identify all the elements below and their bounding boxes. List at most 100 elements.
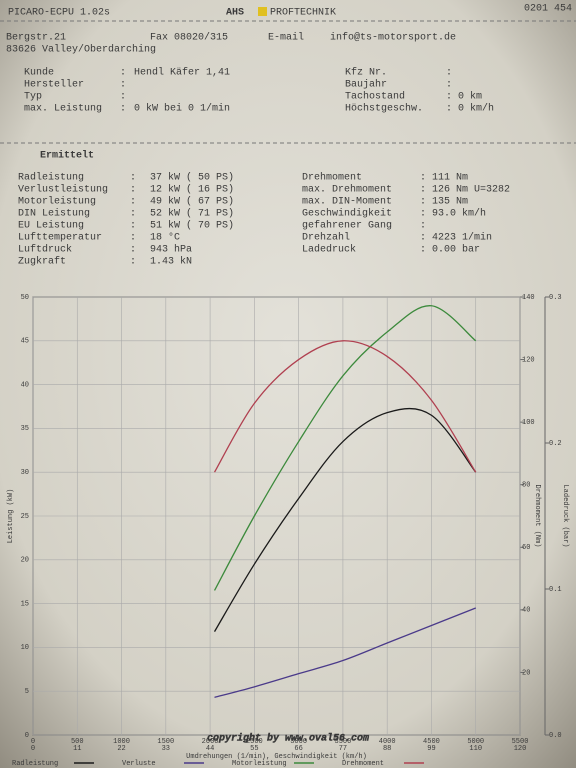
email-label: E-mail: [268, 32, 304, 44]
y2-tick-label: 40: [522, 607, 530, 615]
separator: :: [420, 209, 426, 220]
y-tick-label: 40: [21, 381, 29, 389]
field-value: 1.43 kN: [150, 256, 192, 268]
y2-tick-label: 20: [522, 669, 530, 677]
field-label: EU Leistung: [18, 220, 84, 232]
x-tick-label: 3500: [335, 738, 352, 746]
field-label: Kunde: [24, 67, 54, 79]
separator: :: [130, 197, 136, 208]
field-label: Radleistung: [18, 172, 84, 184]
x-tick-label: 0: [31, 738, 35, 746]
x-tick-label: 4500: [423, 738, 440, 746]
x-tick-label: 4000: [379, 738, 396, 746]
y3-tick-label: 0.0: [549, 732, 562, 740]
y3-tick-label: 0.1: [549, 586, 562, 594]
field-value: 93.0 km/h: [432, 208, 486, 220]
y2-tick-label: 60: [522, 544, 530, 552]
speed-tick-label: 77: [339, 745, 347, 753]
x-tick-label: 1000: [113, 738, 130, 746]
logo-square: [258, 7, 267, 16]
field-value: 12 kW ( 16 PS): [150, 184, 234, 196]
field-label: Hersteller: [24, 79, 84, 91]
brand: AHS: [226, 8, 244, 19]
y2-tick-label: 80: [522, 482, 530, 490]
separator: :: [420, 221, 426, 232]
separator: :: [420, 233, 426, 244]
field-label: max. Drehmoment: [302, 184, 392, 196]
field-label: Tachostand: [345, 91, 405, 103]
separator: :: [446, 68, 452, 79]
brand: PROFTECHNIK: [270, 8, 336, 19]
y2-axis-title: Drehmoment (Nm): [533, 484, 541, 547]
separator: :: [130, 173, 136, 184]
legend-label: Radleistung: [12, 760, 58, 768]
section-title: Ermittelt: [40, 150, 94, 162]
separator: :: [130, 209, 136, 220]
y3-tick-label: 0.3: [549, 294, 562, 302]
field-label: Höchstgeschw.: [345, 103, 423, 115]
x-tick-label: 5500: [512, 738, 529, 746]
field-label: Motorleistung: [18, 196, 96, 208]
city: 83626 Valley/Oberdarching: [6, 44, 156, 56]
separator: :: [420, 185, 426, 196]
y-tick-label: 50: [21, 294, 29, 302]
speed-tick-label: 66: [294, 745, 302, 753]
y2-tick-label: 100: [522, 419, 535, 427]
y-tick-label: 10: [21, 644, 29, 652]
separator: :: [446, 104, 452, 115]
field-value: 52 kW ( 71 PS): [150, 208, 234, 220]
series-line: [214, 607, 476, 698]
y2-tick-label: 140: [522, 294, 535, 302]
separator: :: [130, 257, 136, 268]
separator: :: [120, 80, 126, 91]
x-tick-label: 3000: [290, 738, 307, 746]
street: Bergstr.21: [6, 33, 66, 44]
speed-tick-label: 33: [162, 745, 170, 753]
y-tick-label: 35: [21, 425, 29, 433]
x-tick-label: 1500: [157, 738, 174, 746]
field-value: 0 km/h: [458, 103, 494, 115]
field-label: Drehzahl: [302, 232, 350, 244]
field-label: Typ: [24, 92, 42, 103]
legend-label: Verluste: [122, 760, 156, 768]
field-value: 135 Nm: [432, 197, 468, 208]
separator: :: [130, 221, 136, 232]
software: PICARO-ECPU 1.02s: [8, 8, 110, 19]
field-value: 37 kW ( 50 PS): [150, 172, 234, 184]
speed-tick-label: 110: [469, 745, 482, 753]
separator: :: [130, 233, 136, 244]
x-tick-label: 2000: [202, 738, 219, 746]
speed-tick-label: 11: [73, 745, 81, 753]
field-label: Zugkraft: [18, 256, 66, 268]
field-value: 111 Nm: [432, 173, 468, 184]
separator: :: [420, 245, 426, 256]
field-label: Drehmoment: [302, 172, 362, 184]
speed-tick-label: 99: [427, 745, 435, 753]
legend-label: Drehmoment: [342, 760, 384, 768]
fax: Fax 08020/315: [150, 32, 228, 44]
y-tick-label: 5: [25, 688, 29, 696]
watermark: copyright by www.oval56.com: [207, 733, 369, 745]
separator: :: [120, 68, 126, 79]
speed-tick-label: 88: [383, 745, 391, 753]
field-label: Verlustleistung: [18, 184, 108, 196]
field-label: Ladedruck: [302, 244, 356, 256]
field-label: Luftdruck: [18, 244, 72, 256]
field-value: 49 kW ( 67 PS): [150, 196, 234, 208]
y3-axis-title: Ladedruck (bar): [561, 484, 569, 547]
field-label: Baujahr: [345, 79, 387, 91]
separator: :: [420, 173, 426, 184]
y3-tick-label: 0.2: [549, 440, 562, 448]
x-axis-title: Umdrehungen (1/min), Geschwindigkeit (km…: [186, 753, 367, 761]
separator: :: [420, 197, 426, 208]
field-label: max. DIN-Moment: [302, 197, 392, 208]
y-tick-label: 15: [21, 600, 29, 608]
field-value: 943 hPa: [150, 244, 192, 256]
y-tick-label: 25: [21, 513, 29, 521]
separator: :: [120, 92, 126, 103]
speed-tick-label: 0: [31, 745, 35, 753]
separator: :: [130, 185, 136, 196]
field-label: gefahrener Gang: [302, 220, 392, 232]
